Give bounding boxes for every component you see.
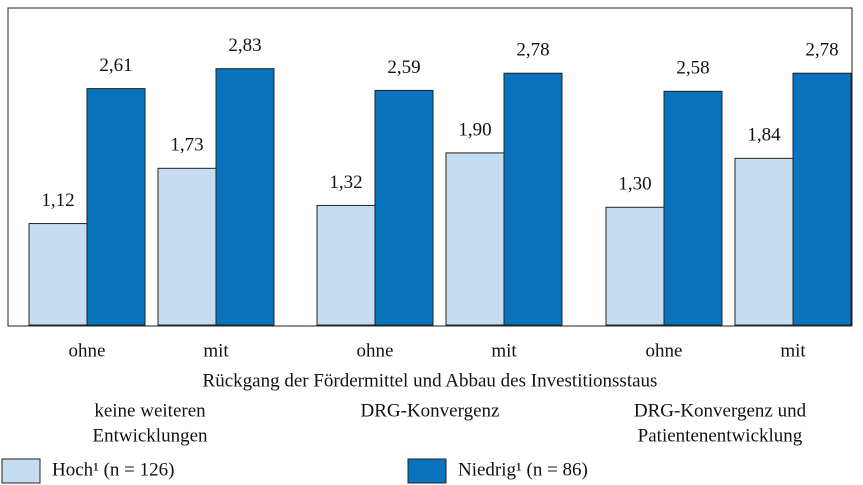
group-label: DRG-Konvergenz und bbox=[634, 400, 807, 421]
bar bbox=[215, 68, 275, 326]
group-label: Patientenentwicklung bbox=[638, 425, 803, 446]
data-label: 2,78 bbox=[805, 40, 838, 61]
group-label: DRG-Konvergenz bbox=[361, 400, 500, 421]
bar bbox=[734, 157, 794, 326]
data-label: 1,32 bbox=[329, 172, 362, 193]
group-label: keine weiteren bbox=[94, 400, 206, 421]
x-tick-label: ohne bbox=[357, 340, 394, 361]
data-label: 2,78 bbox=[516, 40, 549, 61]
x-axis-label: Rückgang der Fördermittel und Abbau des … bbox=[203, 370, 658, 391]
x-tick-label: mit bbox=[491, 340, 517, 361]
bar bbox=[663, 90, 723, 326]
bar bbox=[605, 206, 665, 326]
data-label: 2,61 bbox=[99, 55, 132, 76]
data-label: 1,73 bbox=[170, 135, 203, 156]
bar bbox=[316, 204, 376, 326]
bar bbox=[374, 89, 434, 326]
data-label: 1,12 bbox=[41, 190, 74, 211]
data-label: 2,83 bbox=[228, 35, 261, 56]
legend-swatch bbox=[407, 458, 447, 484]
bar bbox=[86, 88, 146, 326]
bar bbox=[28, 223, 88, 326]
data-label: 1,84 bbox=[747, 125, 781, 146]
bar bbox=[503, 72, 563, 326]
legend-label: Niedrig¹ (n = 86) bbox=[458, 459, 588, 480]
x-tick-label: mit bbox=[203, 340, 229, 361]
data-label: 1,30 bbox=[618, 174, 651, 195]
plot-frame bbox=[7, 7, 853, 327]
bar bbox=[445, 152, 505, 326]
bar bbox=[792, 72, 852, 326]
data-label: 2,59 bbox=[387, 57, 420, 78]
legend-label: Hoch¹ (n = 126) bbox=[52, 459, 174, 480]
x-tick-label: ohne bbox=[646, 340, 683, 361]
data-label: 2,58 bbox=[676, 58, 709, 79]
x-tick-label: mit bbox=[780, 340, 806, 361]
bar bbox=[157, 167, 217, 326]
data-label: 1,90 bbox=[458, 119, 491, 140]
legend-swatch bbox=[1, 458, 41, 484]
group-label: Entwicklungen bbox=[92, 425, 208, 446]
x-tick-label: ohne bbox=[69, 340, 106, 361]
